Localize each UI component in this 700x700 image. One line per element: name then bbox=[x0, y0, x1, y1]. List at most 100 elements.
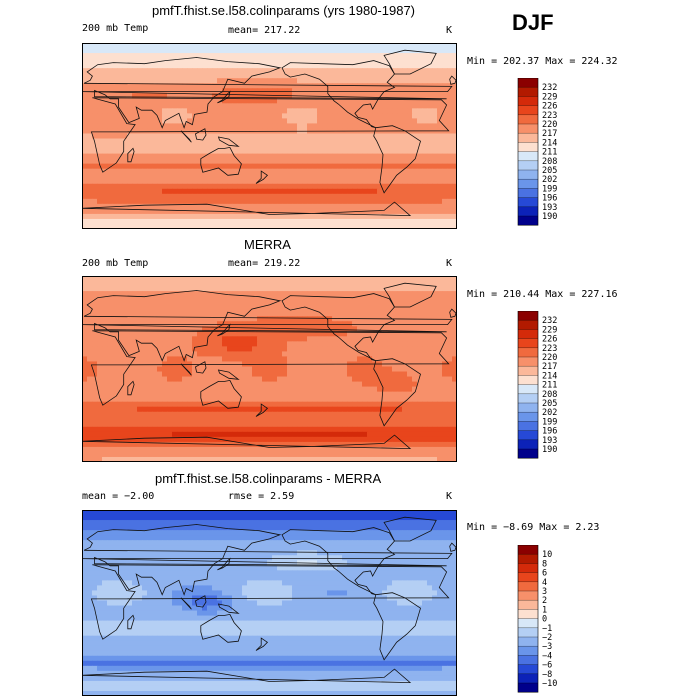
map-cell bbox=[412, 356, 418, 363]
map-cell bbox=[422, 218, 428, 225]
map-cell bbox=[422, 68, 428, 74]
map-cell bbox=[177, 396, 183, 403]
map-cell bbox=[392, 326, 398, 332]
map-cell bbox=[312, 316, 318, 322]
map-cell bbox=[317, 68, 323, 74]
map-cell bbox=[217, 276, 223, 282]
map-cell bbox=[362, 88, 368, 94]
map-cell bbox=[322, 346, 328, 353]
map-cell bbox=[307, 208, 313, 215]
map-cell bbox=[212, 63, 218, 69]
map-cell bbox=[412, 351, 418, 358]
map-cell bbox=[277, 336, 283, 342]
map-cell bbox=[402, 98, 408, 104]
map-cell bbox=[247, 48, 253, 54]
map-cell bbox=[152, 281, 158, 287]
map-cell bbox=[397, 326, 403, 332]
map-cell bbox=[207, 133, 213, 140]
map-cell bbox=[217, 183, 223, 190]
map-cell bbox=[292, 386, 298, 393]
map-cell bbox=[237, 178, 243, 185]
map-cell bbox=[452, 43, 457, 49]
map-cell bbox=[222, 178, 228, 185]
map-cell bbox=[252, 173, 258, 180]
map-cell bbox=[107, 416, 113, 423]
map-cell bbox=[162, 193, 168, 200]
map-cell bbox=[417, 366, 423, 373]
map-cell bbox=[222, 351, 228, 358]
map-cell bbox=[357, 53, 363, 59]
map-cell bbox=[272, 48, 278, 54]
map-cell bbox=[302, 63, 308, 69]
map-cell bbox=[357, 43, 363, 49]
map-cell bbox=[257, 396, 263, 403]
map-cell bbox=[97, 103, 103, 109]
map-cell bbox=[152, 73, 158, 79]
colorbar-tick-label: 223 bbox=[542, 111, 557, 121]
map-cell bbox=[372, 188, 378, 195]
map-cell bbox=[307, 108, 313, 114]
map-cell bbox=[112, 128, 118, 135]
map-cell bbox=[162, 411, 168, 418]
map-cell bbox=[277, 416, 283, 423]
map-cell bbox=[217, 286, 223, 292]
map-cell bbox=[397, 113, 403, 120]
map-cell bbox=[182, 88, 188, 94]
map-cell bbox=[412, 158, 418, 165]
map-cell bbox=[232, 88, 238, 94]
map-cell bbox=[412, 178, 418, 185]
map-cell bbox=[227, 118, 233, 125]
map-cell bbox=[127, 371, 133, 378]
map-cell bbox=[82, 386, 88, 393]
map-cell bbox=[357, 183, 363, 190]
map-cell bbox=[432, 406, 438, 413]
map-cell bbox=[142, 386, 148, 393]
map-cell bbox=[312, 401, 318, 408]
map-cell bbox=[392, 406, 398, 413]
map-cell bbox=[222, 396, 228, 403]
map-cell bbox=[97, 301, 103, 307]
map-cell bbox=[242, 336, 248, 342]
map-cell bbox=[307, 336, 313, 342]
map-cell bbox=[422, 391, 428, 398]
map-cell bbox=[442, 291, 448, 297]
map-cell bbox=[102, 281, 108, 287]
map-cell bbox=[332, 158, 338, 165]
map-cell bbox=[372, 118, 378, 125]
map-cell bbox=[202, 351, 208, 358]
map-cell bbox=[187, 63, 193, 69]
map-cell bbox=[282, 158, 288, 165]
map-cell bbox=[282, 306, 288, 312]
map-cell bbox=[367, 108, 373, 114]
map-cell bbox=[192, 58, 198, 64]
map-cell bbox=[342, 198, 348, 205]
map-cell bbox=[182, 371, 188, 378]
map-cell bbox=[322, 143, 328, 150]
map-cell bbox=[197, 208, 203, 215]
map-cell bbox=[317, 58, 323, 64]
map-cell bbox=[117, 296, 123, 302]
map-cell bbox=[192, 208, 198, 215]
map-cell bbox=[352, 143, 358, 150]
map-cell bbox=[187, 276, 193, 282]
panel2-units-label: K bbox=[446, 258, 453, 269]
map-cell bbox=[357, 401, 363, 408]
map-cell bbox=[102, 88, 108, 94]
map-cell bbox=[277, 138, 283, 145]
map-cell bbox=[162, 103, 168, 109]
map-cell bbox=[187, 296, 193, 302]
map-cell bbox=[307, 391, 313, 398]
map-cell bbox=[417, 118, 423, 125]
map-cell bbox=[207, 98, 213, 104]
map-cell bbox=[392, 341, 398, 347]
map-cell bbox=[277, 396, 283, 403]
map-cell bbox=[102, 63, 108, 69]
map-cell bbox=[252, 306, 258, 312]
map-cell bbox=[427, 331, 433, 337]
map-cell bbox=[237, 53, 243, 59]
map-cell bbox=[447, 203, 453, 210]
map-cell bbox=[402, 203, 408, 210]
map-cell bbox=[162, 366, 168, 373]
map-cell bbox=[82, 143, 88, 150]
map-cell bbox=[277, 316, 283, 322]
